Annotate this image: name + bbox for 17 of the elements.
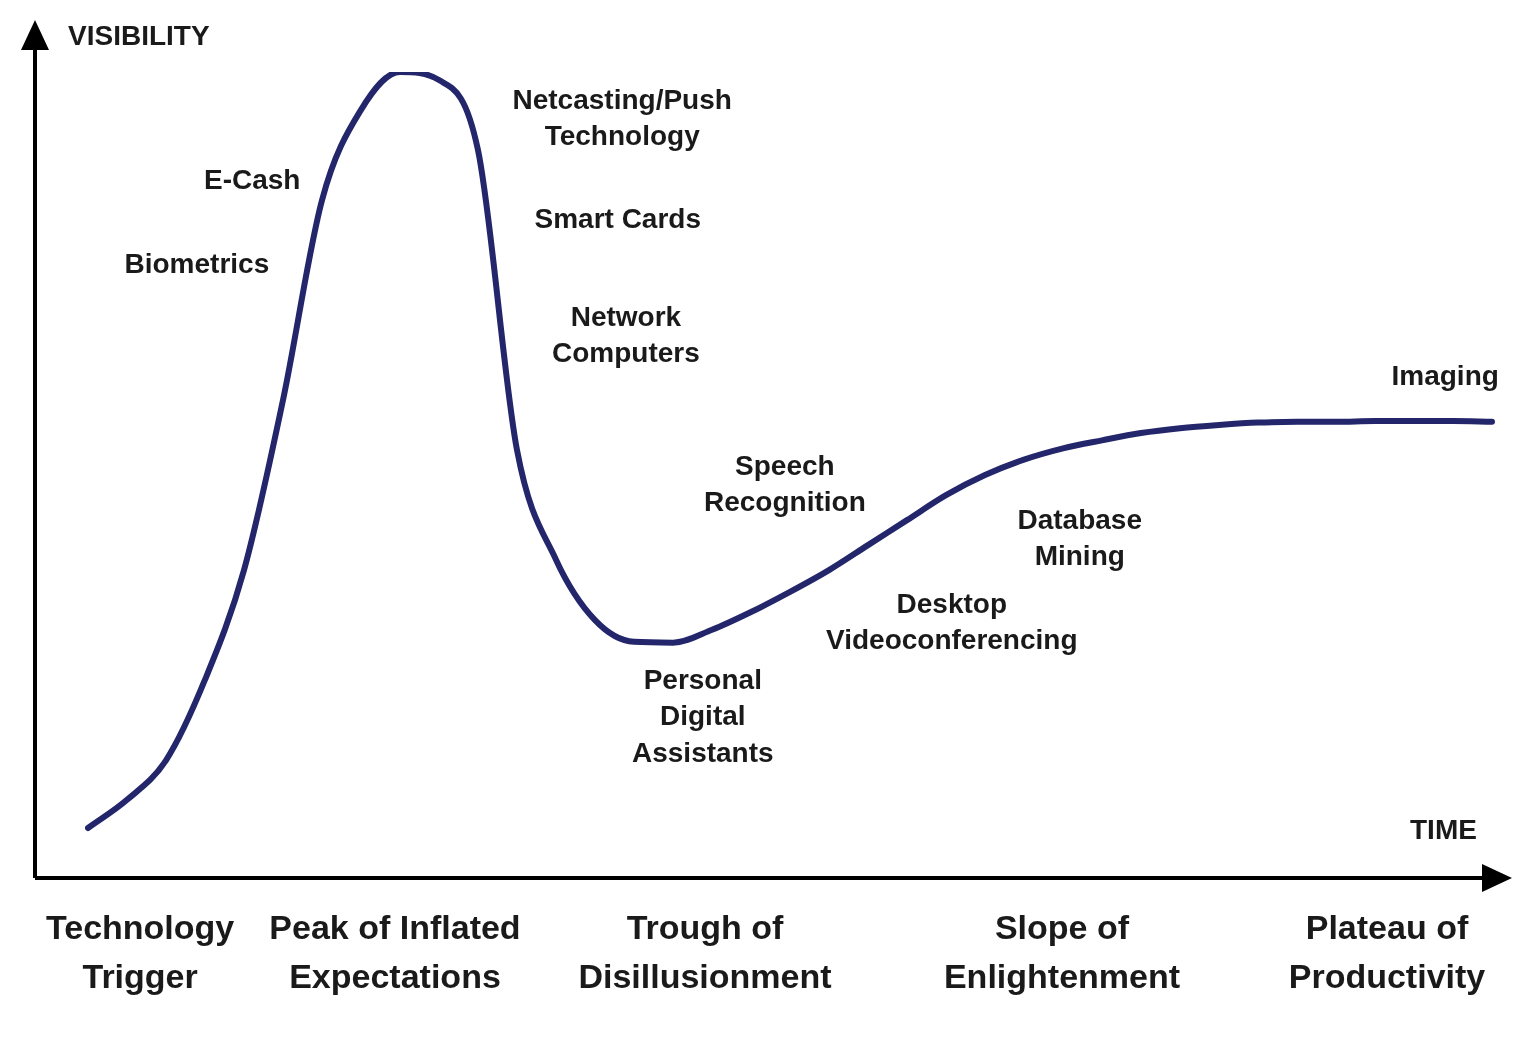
annotation: Desktop Videoconferencing [826, 587, 1078, 658]
annotation: Personal Digital Assistants [632, 663, 774, 770]
text: Peak of Inflated Expectations [268, 907, 522, 998]
y-axis-title: VISIBILITY [68, 19, 210, 53]
text: Technology Trigger [46, 907, 235, 998]
annotation: Biometrics [124, 247, 270, 281]
x-axis-title: TIME [1410, 813, 1477, 847]
text: Trough of Disillusionment [577, 907, 833, 998]
text: Plateau of Productivity [1287, 907, 1487, 998]
annotation: Netcasting/Push Technology [512, 83, 732, 154]
annotation: Speech Recognition [704, 449, 866, 520]
annotation: Smart Cards [534, 202, 702, 236]
annotation: Network Computers [552, 300, 700, 371]
text: Slope of Enlightenment [942, 907, 1182, 998]
annotation: E-Cash [204, 163, 301, 197]
annotation: Database Mining [1017, 503, 1143, 574]
annotation: Imaging [1391, 359, 1499, 393]
